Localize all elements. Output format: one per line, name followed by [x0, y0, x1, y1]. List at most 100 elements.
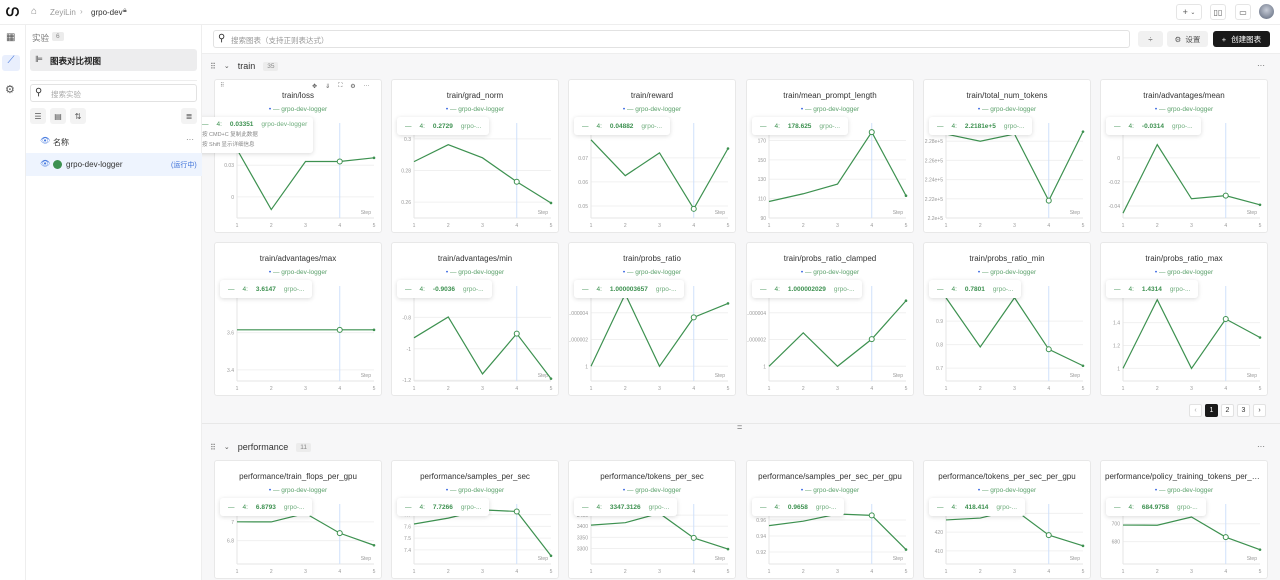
chart-card[interactable]: performance/tokens_per_sec_per_gpu • — gr… [923, 460, 1091, 579]
chart-legend[interactable]: • — grpo-dev-logger [215, 269, 381, 276]
chart-legend[interactable]: • — grpo-dev-logger [569, 487, 735, 494]
chart-plot[interactable]: 1 1.2 1.4 1 2 3 4 5 Step [1101, 243, 1267, 395]
hover-point[interactable] [1222, 534, 1229, 541]
section-header[interactable]: ⠿ ⌄ train 35 [210, 61, 279, 71]
hover-point[interactable] [1222, 192, 1229, 199]
drag-handle-icon[interactable]: ⠿ [210, 442, 216, 452]
settings-button[interactable]: ⚙ 设置 [1167, 31, 1208, 47]
chart-legend[interactable]: • — grpo-dev-logger [1101, 106, 1267, 113]
eye-icon[interactable]: 👁︎ [40, 136, 51, 145]
hover-point[interactable] [690, 205, 697, 212]
chart-legend[interactable]: • — grpo-dev-logger [747, 269, 913, 276]
chart-plot[interactable]: 0 0.03 1 2 3 4 5 Step [215, 80, 381, 232]
data-point[interactable] [549, 201, 553, 205]
chart-legend[interactable]: • — grpo-dev-logger [215, 487, 381, 494]
chart-card[interactable]: train/probs_ratio_max • — grpo-dev-logger… [1100, 242, 1268, 396]
chart-card[interactable]: train/advantages/mean • — grpo-dev-logger… [1100, 79, 1268, 233]
hover-point[interactable] [336, 530, 343, 537]
chart-plot[interactable]: -1.2 -1 -0.8 1 2 3 4 5 Step [392, 243, 558, 395]
hover-point[interactable] [1045, 532, 1052, 539]
chart-card[interactable]: performance/samples_per_sec • — grpo-dev-… [391, 460, 559, 579]
section-more-icon[interactable]: ··· [1257, 442, 1265, 451]
chart-legend[interactable]: • — grpo-dev-logger [1101, 269, 1267, 276]
run-row[interactable]: 👁︎ grpo-dev-logger (运行中) [26, 153, 202, 176]
eye-icon[interactable]: 👁︎ [40, 159, 51, 168]
chart-legend[interactable]: • — grpo-dev-logger [215, 106, 381, 113]
filter-button[interactable]: ☰ [30, 108, 46, 124]
pin-icon[interactable]: ✥ [312, 84, 318, 90]
avatar[interactable] [1259, 4, 1274, 19]
breadcrumb-user[interactable]: ZeyiLin [50, 8, 76, 17]
hover-point[interactable] [513, 508, 520, 515]
chevron-down-icon[interactable]: ⌄ [223, 63, 230, 70]
page-button[interactable]: 1 [1205, 404, 1218, 417]
data-point[interactable] [1258, 336, 1262, 339]
hover-point[interactable] [1045, 346, 1052, 353]
chart-card[interactable]: train/probs_ratio_clamped • — grpo-dev-lo… [746, 242, 914, 396]
chart-legend[interactable]: • — grpo-dev-logger [1101, 487, 1267, 494]
run-name[interactable]: grpo-dev-logger [66, 160, 123, 169]
chart-plot[interactable]: 90 110 130 150 170 1 2 3 4 5 Step [747, 80, 913, 232]
chart-legend[interactable]: • — grpo-dev-logger [392, 269, 558, 276]
data-point[interactable] [1081, 544, 1085, 548]
hover-point[interactable] [690, 534, 697, 541]
list-toggle-button[interactable]: ≣ [181, 108, 197, 124]
chart-card[interactable]: train/grad_norm • — grpo-dev-logger 0.26 0.… [391, 79, 559, 233]
hover-point[interactable] [513, 330, 520, 337]
more-icon[interactable]: ··· [363, 83, 370, 89]
data-point[interactable] [549, 377, 553, 380]
resize-handle[interactable]: = [737, 422, 743, 432]
chart-legend[interactable]: • — grpo-dev-logger [924, 487, 1090, 494]
next-page-button[interactable]: › [1253, 404, 1266, 417]
hover-point[interactable] [1045, 197, 1052, 204]
hover-point[interactable] [1222, 316, 1229, 323]
data-point[interactable] [372, 156, 376, 160]
chart-view-icon[interactable]: ⟋ [2, 55, 20, 71]
logo-icon[interactable]: ഗ [5, 3, 19, 20]
page-button[interactable]: 3 [1237, 404, 1250, 417]
chart-card[interactable]: performance/policy_training_tokens_per_s… [1100, 460, 1268, 579]
chart-legend[interactable]: • — grpo-dev-logger [747, 106, 913, 113]
chart-card[interactable]: performance/train_flops_per_gpu • — grpo-… [214, 460, 382, 579]
chart-card[interactable]: train/advantages/max • — grpo-dev-logger 3… [214, 242, 382, 396]
breadcrumb-project[interactable]: grpo-dev [91, 8, 123, 17]
fullscreen-icon[interactable]: ⛶ [338, 83, 343, 89]
create-chart-button[interactable]: + 创建图表 [1213, 31, 1270, 47]
data-point[interactable] [904, 548, 908, 551]
page-button[interactable]: 2 [1221, 404, 1234, 417]
chart-plot[interactable]: 41042043012345Step [924, 461, 1090, 578]
chart-legend[interactable]: • — grpo-dev-logger [392, 487, 558, 494]
chart-card[interactable]: train/advantages/min • — grpo-dev-logger -… [391, 242, 559, 396]
data-point[interactable] [372, 543, 376, 547]
chart-plot[interactable]: 2.2e+5 2.22e+5 2.24e+5 2.26e+5 2.28e+5 1 2 3 4 5 S… [924, 80, 1090, 232]
hover-point[interactable] [868, 336, 875, 343]
chart-card[interactable]: train/mean_prompt_length • — grpo-dev-log… [746, 79, 914, 233]
table-view-icon[interactable]: ▦ [6, 32, 16, 43]
prev-page-button[interactable]: ‹ [1189, 404, 1202, 417]
hover-point[interactable] [690, 314, 697, 321]
chart-plot[interactable]: 0.05 0.06 0.07 1 2 3 4 5 Step [569, 80, 735, 232]
drag-handle-icon[interactable]: ⠿ [210, 61, 216, 71]
data-point[interactable] [549, 554, 553, 558]
hover-point[interactable] [868, 129, 875, 136]
chart-card[interactable]: train/reward • — grpo-dev-logger 0.05 0.06 0… [568, 79, 736, 233]
data-point[interactable] [726, 547, 730, 551]
data-point[interactable] [904, 194, 908, 198]
data-point[interactable] [1081, 364, 1085, 368]
chevron-down-icon[interactable]: ⌄ [223, 444, 230, 451]
chart-card[interactable]: train/probs_ratio_min • — grpo-dev-logger… [923, 242, 1091, 396]
home-icon[interactable]: ⌂ [31, 6, 38, 17]
chart-plot[interactable]: 1 1.000002 1.000004 1 2 3 4 5 Step [747, 243, 913, 395]
hover-point[interactable] [336, 326, 343, 333]
chart-plot[interactable]: 3.4 3.6 1 2 3 4 5 Step [215, 243, 381, 395]
chart-search-input[interactable]: ⚲ 搜索图表（支持正则表达式） [213, 30, 1130, 48]
section-more-icon[interactable]: ··· [1257, 61, 1265, 70]
columns-button[interactable]: ▤ [50, 108, 66, 124]
add-dropdown-button[interactable]: + ⌄ [1176, 4, 1202, 20]
section-header[interactable]: ⠿ ⌄ performance 11 [210, 442, 312, 452]
save-icon[interactable]: ⇓ [325, 84, 331, 90]
chart-legend[interactable]: • — grpo-dev-logger [924, 106, 1090, 113]
drag-handle-icon[interactable]: ⠿ [220, 83, 225, 89]
chart-plot[interactable]: 680 700 1 2 3 4 5 Step [1101, 461, 1267, 578]
